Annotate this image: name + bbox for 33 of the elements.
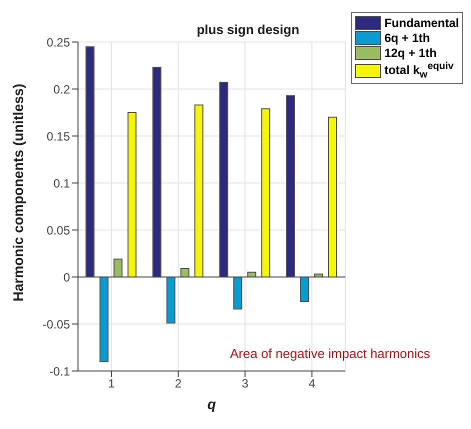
bar [300, 276, 310, 302]
x-tick-label: 4 [308, 376, 316, 391]
bar [219, 82, 228, 278]
bar [194, 104, 204, 278]
y-tick-label: 0.1 [53, 176, 70, 190]
legend-label: 12q + 1th [384, 46, 437, 60]
chart-title: plus sign design [196, 22, 300, 37]
legend-label: 6q + 1th [384, 31, 430, 45]
y-tick-label: 0.2 [53, 82, 70, 96]
bar [114, 258, 123, 278]
y-tick-label: 0.05 [46, 223, 70, 238]
bar [261, 108, 270, 278]
bar [328, 116, 338, 278]
annotation: Area of negative impact harmonics [230, 346, 430, 361]
y-tick-label: 0.25 [46, 35, 70, 50]
x-tick-label: 2 [174, 376, 182, 391]
y-tick-label: 0.15 [46, 129, 70, 144]
x-axis-title: q [207, 396, 216, 412]
x-tick-label: 3 [242, 376, 249, 391]
bar [180, 268, 190, 278]
y-tick-label: 0 [63, 270, 70, 284]
bar [233, 276, 242, 310]
bar [100, 276, 109, 362]
bar [86, 46, 95, 278]
bar [166, 276, 176, 324]
legend-label: Fundamental [384, 16, 459, 30]
y-tick-label: -0.05 [42, 317, 70, 332]
y-axis-title: Harmonic components (unitless) [10, 84, 26, 302]
y-tick-label: -0.1 [49, 364, 70, 378]
bar [286, 95, 296, 278]
bar [152, 66, 162, 278]
x-tick-label: 1 [108, 376, 116, 391]
bar [128, 112, 137, 278]
